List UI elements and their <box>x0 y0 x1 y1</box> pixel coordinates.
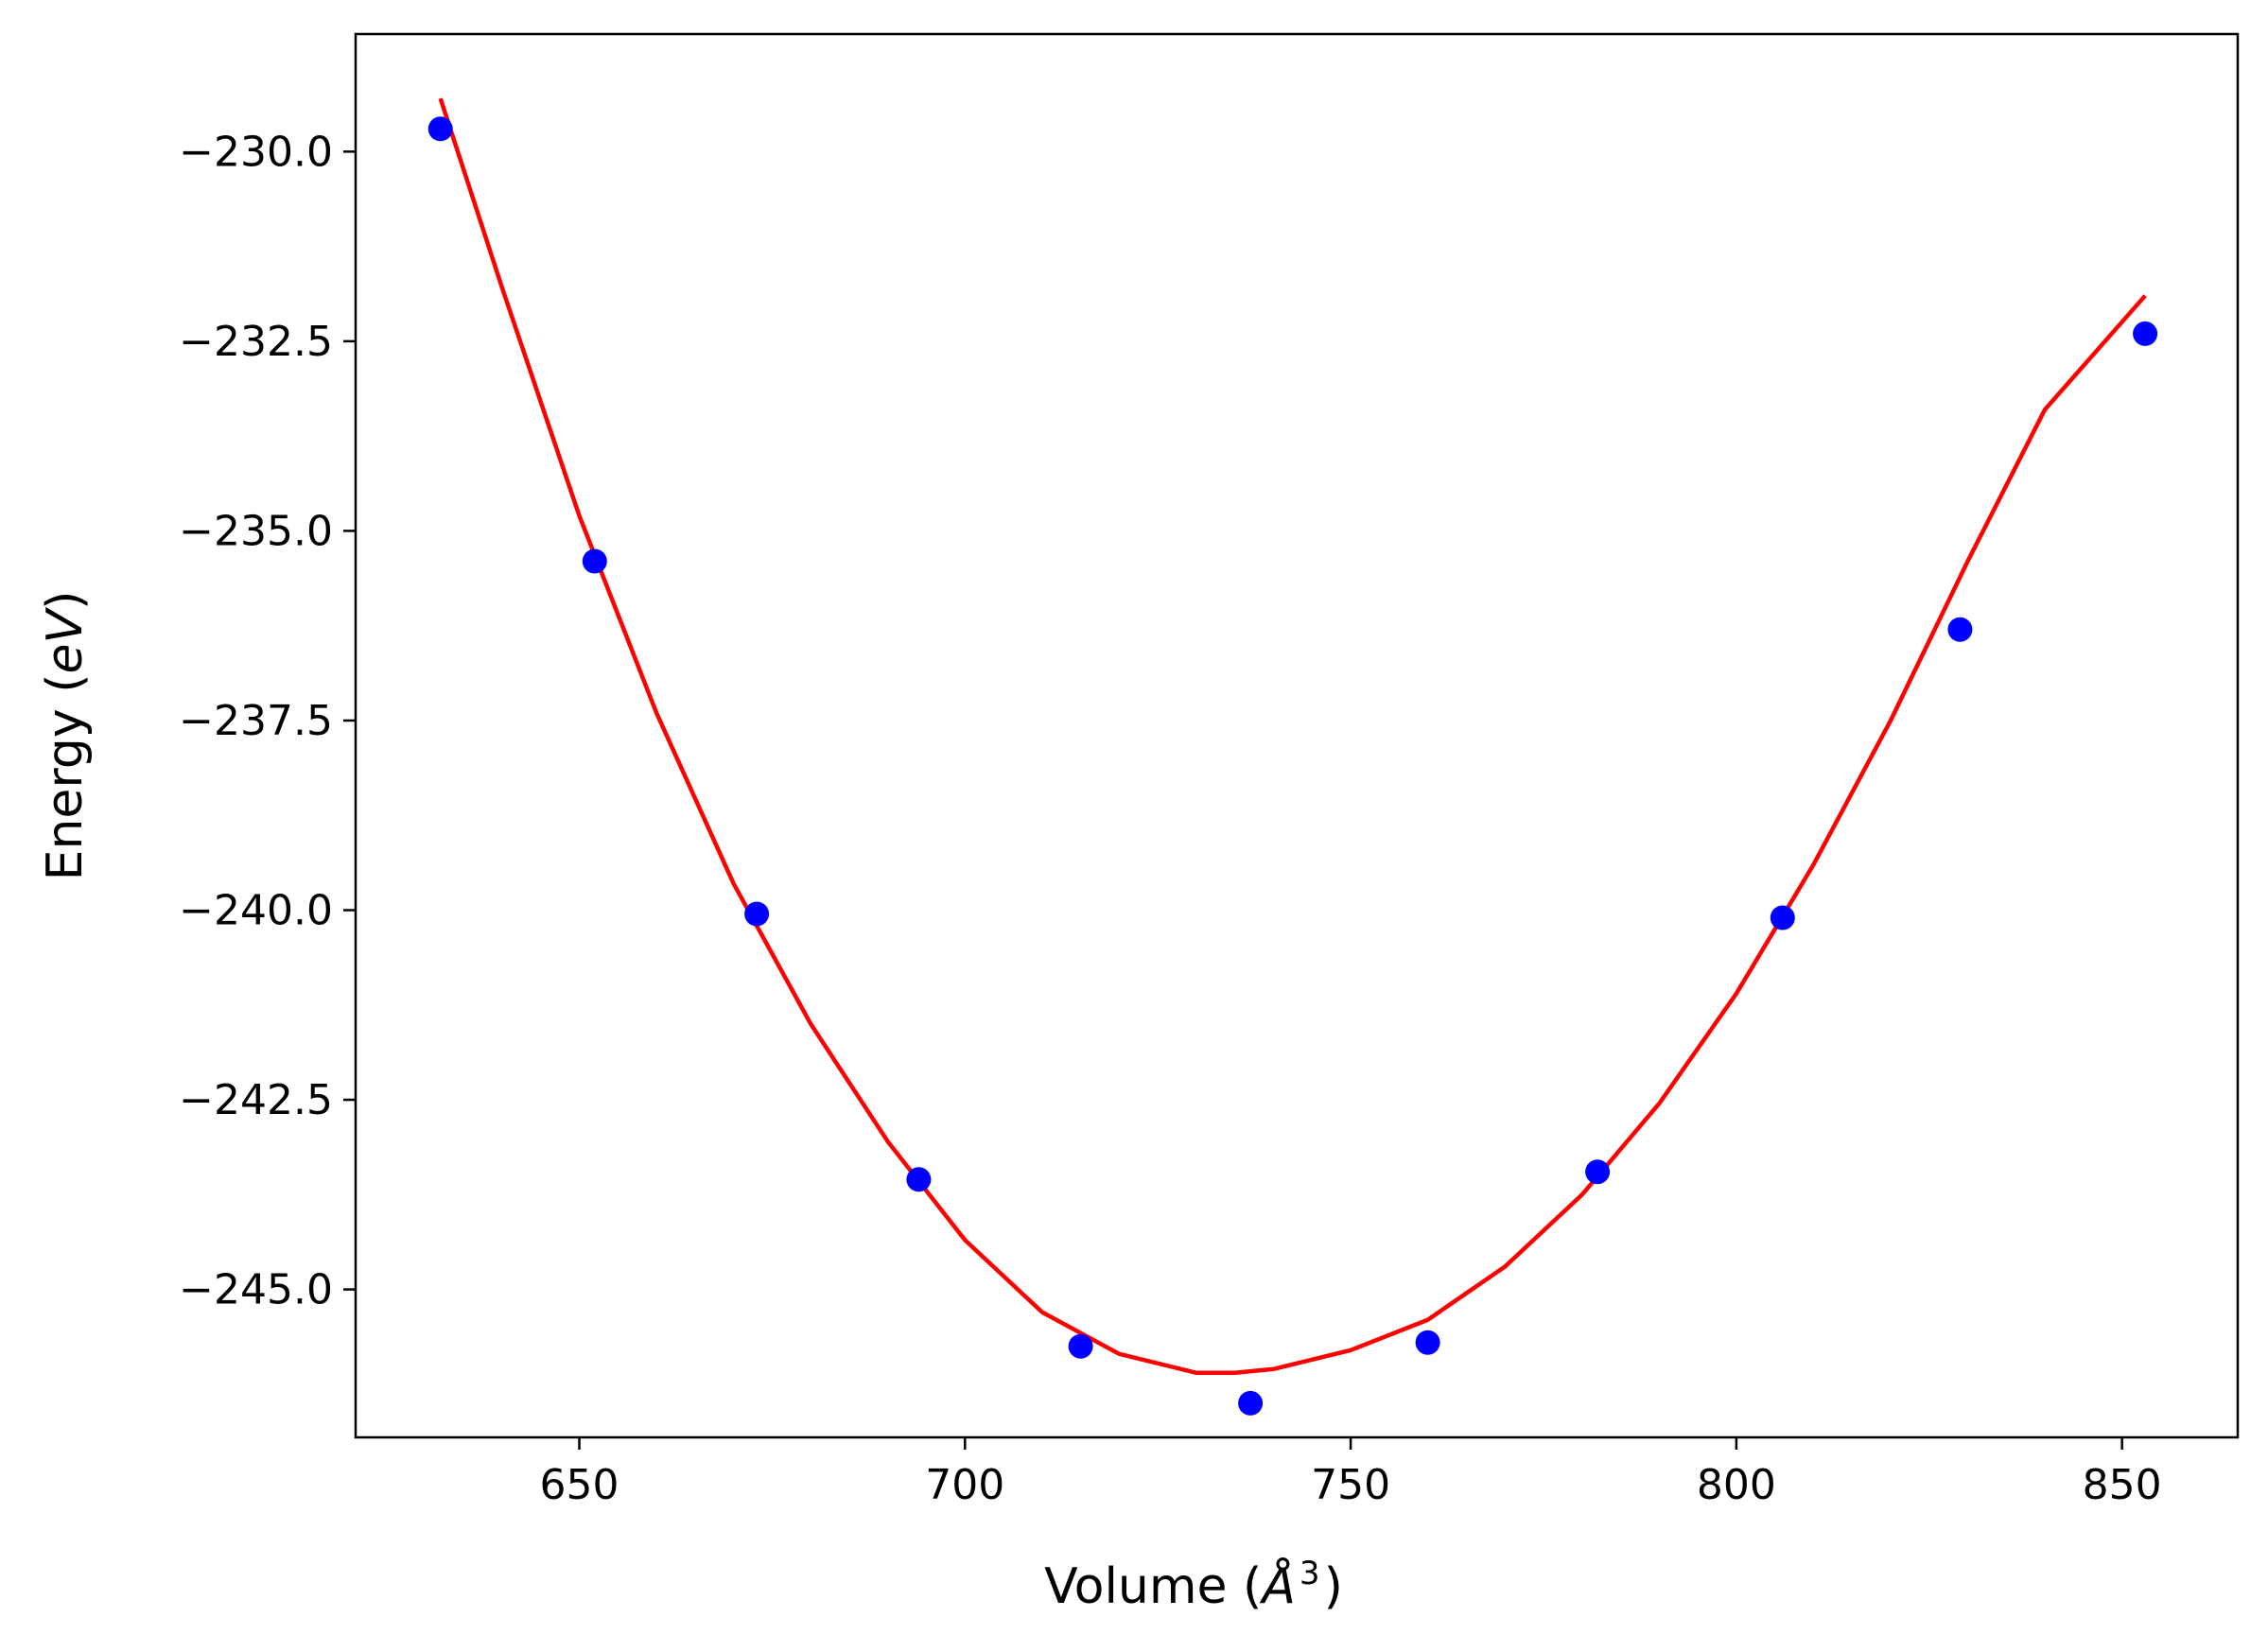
data-point <box>1238 1390 1264 1416</box>
x-axis-label-text: Volume ( <box>1044 1558 1262 1615</box>
data-point <box>744 901 770 927</box>
x-axis-label-exponent: 3 <box>1300 1555 1320 1592</box>
x-axis-label-close: ) <box>1324 1558 1343 1615</box>
y-axis-label-close: ) <box>37 591 94 610</box>
plot-frame <box>354 32 2240 1439</box>
data-point <box>1068 1333 1093 1359</box>
x-tick-label: 750 <box>1311 1461 1390 1509</box>
data-point <box>2133 321 2158 346</box>
y-tick-label: −240.0 <box>179 886 333 934</box>
y-axis-label: Energy (eV) <box>37 591 94 881</box>
data-point <box>427 116 453 142</box>
y-tick-label: −235.0 <box>179 507 333 555</box>
x-tick-label: 800 <box>1697 1461 1776 1509</box>
x-axis-label-symbol: Å <box>1259 1556 1296 1615</box>
fit-curve <box>438 97 2147 1376</box>
y-tick-label: −230.0 <box>179 128 333 176</box>
x-tick-label: 700 <box>925 1461 1004 1509</box>
x-axis-ticks: 650 700 750 800 850 <box>540 1437 2162 1509</box>
y-axis-label-text: Energy ( <box>37 674 94 881</box>
data-point <box>1415 1330 1440 1355</box>
y-axis-ticks: −230.0 −232.5 −235.0 −237.5 −240.0 −242.5 −245… <box>179 128 356 1314</box>
data-point <box>1585 1159 1611 1185</box>
y-axis-label-unit: eV <box>37 607 94 674</box>
y-tick-label: −232.5 <box>179 318 333 366</box>
plot-area <box>427 97 2158 1416</box>
x-tick-label: 850 <box>2083 1461 2162 1509</box>
y-tick-label: −242.5 <box>179 1076 333 1124</box>
y-tick-label: −245.0 <box>179 1266 333 1314</box>
x-tick-label: 650 <box>540 1461 619 1509</box>
data-point <box>1947 617 1973 642</box>
x-axis-label: Volume (Å 3) <box>1044 1555 1343 1615</box>
data-point <box>1770 905 1795 930</box>
data-point <box>906 1167 932 1192</box>
y-tick-label: −237.5 <box>179 697 333 745</box>
data-point <box>582 548 607 574</box>
